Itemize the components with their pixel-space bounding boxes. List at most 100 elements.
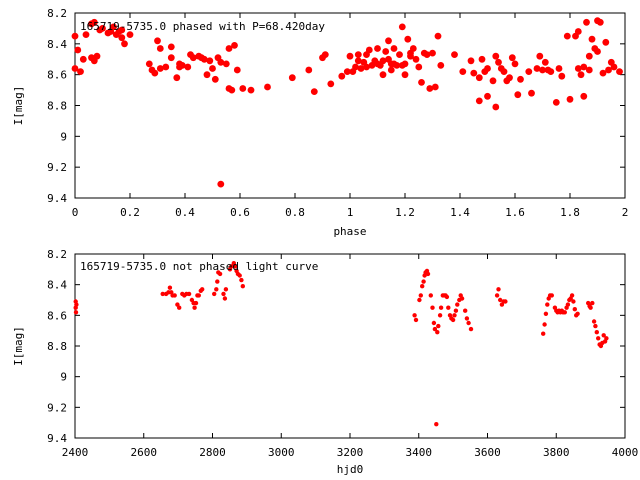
unphased-data-point	[601, 333, 606, 338]
phased-data-point	[393, 62, 401, 69]
phased-data-point	[492, 103, 500, 111]
phased-data-point	[354, 57, 362, 65]
unphased-data-point	[229, 264, 234, 269]
unphased-data-point	[466, 320, 471, 326]
phased-data-point	[599, 69, 607, 77]
phased-data-point	[203, 71, 211, 79]
phased-data-point	[574, 65, 582, 72]
unphased-data-point	[541, 331, 546, 336]
phased-light-curve-panel: 0 0.2 0.4 0.6 0.8 1 1.2 1.4 1.6 1.8 2 8.2 8.4 8.6 8.8 9…	[12, 7, 628, 238]
phased-data-point	[409, 45, 417, 52]
unphased-data-point	[432, 326, 438, 332]
unphased-data-point	[421, 279, 426, 284]
unphased-y-tick-label: 9.2	[47, 401, 67, 414]
phased-data-point	[385, 37, 392, 45]
phased-data-point	[327, 80, 335, 88]
phased-data-point	[352, 63, 359, 71]
unphased-data-point	[571, 299, 576, 304]
phased-data-point	[145, 60, 153, 68]
phased-x-tick-label: 1.2	[395, 206, 415, 219]
unphased-x-tick-label: 2800	[199, 446, 226, 459]
unphased-data-point	[412, 313, 417, 318]
unphased-data-point	[463, 308, 468, 313]
phased-x-tick-label: 1.6	[505, 206, 525, 219]
phased-data-point	[173, 74, 181, 82]
unphased-data-point	[237, 273, 242, 278]
phased-y-axis-label: I[mag]	[12, 86, 25, 126]
phased-data-point	[363, 63, 370, 71]
phased-x-tick-label: 0	[72, 206, 79, 219]
phased-x-tick-label: 0.4	[175, 206, 195, 219]
phased-data-point	[602, 38, 610, 46]
phased-data-point	[467, 57, 475, 65]
unphased-x-tick-label: 2400	[62, 446, 89, 459]
phased-data-point	[580, 63, 588, 71]
phased-data-point	[382, 48, 390, 55]
phased-data-point	[558, 72, 566, 80]
phased-panel-title: 165719-5735.0 phased with P=68.420day	[80, 20, 325, 33]
phased-data-point	[357, 65, 365, 72]
phased-data-point	[495, 58, 502, 66]
phased-data-point	[429, 49, 436, 57]
phased-data-point	[354, 51, 362, 58]
unphased-panel-title: 165719-5735.0 not phased light curve	[80, 260, 318, 273]
unphased-x-axis-label: hjd0	[337, 463, 364, 476]
unphased-data-point	[503, 299, 508, 304]
unphased-data-point	[594, 330, 599, 335]
unphased-x-tick-label: 3400	[406, 446, 433, 459]
phased-data-point	[154, 37, 161, 45]
unphased-x-tick-label: 3000	[268, 446, 295, 459]
unphased-y-tick-label: 9	[60, 371, 67, 384]
phased-data-point	[374, 45, 381, 52]
phased-data-point	[484, 92, 491, 100]
phased-data-point	[547, 68, 555, 75]
unphased-data-point	[446, 305, 451, 310]
unphased-data-point	[542, 322, 547, 327]
unphased-data-point	[434, 422, 439, 427]
phased-y-tick-label: 9.4	[47, 192, 67, 205]
unphased-data-point	[596, 336, 601, 341]
unphased-data-point	[494, 293, 500, 298]
phased-x-tick-label: 1	[347, 206, 354, 219]
unphased-x-tick-label: 3600	[474, 446, 501, 459]
unphased-x-tick-label: 4000	[612, 446, 639, 459]
phased-data-point	[233, 66, 241, 74]
unphased-data-point	[193, 300, 199, 306]
unphased-data-point	[453, 308, 459, 313]
phased-data-point	[525, 68, 533, 75]
phased-data-point	[475, 97, 483, 105]
phased-data-point	[552, 99, 560, 106]
phased-data-point	[79, 55, 87, 63]
phased-data-point	[426, 85, 434, 92]
phased-data-point	[610, 63, 618, 71]
phased-data-point	[211, 75, 219, 83]
unphased-data-point	[545, 302, 550, 307]
phased-data-point	[90, 18, 98, 26]
phased-data-point	[500, 68, 508, 75]
phased-data-point	[184, 63, 192, 71]
phased-data-point	[217, 58, 225, 66]
unphased-data-point	[437, 313, 443, 318]
unphased-data-point	[575, 311, 580, 316]
phased-data-point	[511, 60, 519, 68]
phased-data-point	[412, 55, 420, 63]
unphased-data-point	[74, 302, 79, 307]
phased-data-point	[247, 86, 255, 94]
unphased-data-point	[455, 302, 460, 307]
phased-data-point	[478, 55, 486, 63]
phased-data-point	[588, 35, 596, 43]
phased-data-point	[577, 71, 585, 79]
unphased-data-point	[569, 293, 575, 298]
phased-y-tick-label: 9	[60, 130, 67, 143]
unphased-data-point	[186, 291, 192, 297]
unphased-x-tick-label: 3800	[543, 446, 570, 459]
phased-data-point	[167, 43, 175, 51]
phased-data-point	[239, 85, 247, 92]
phased-data-point	[178, 62, 186, 69]
phased-data-point	[596, 18, 604, 26]
phased-data-point	[580, 92, 588, 100]
unphased-data-point	[450, 317, 456, 323]
phased-x-tick-label: 1.4	[450, 206, 470, 219]
phased-data-point	[162, 63, 170, 71]
